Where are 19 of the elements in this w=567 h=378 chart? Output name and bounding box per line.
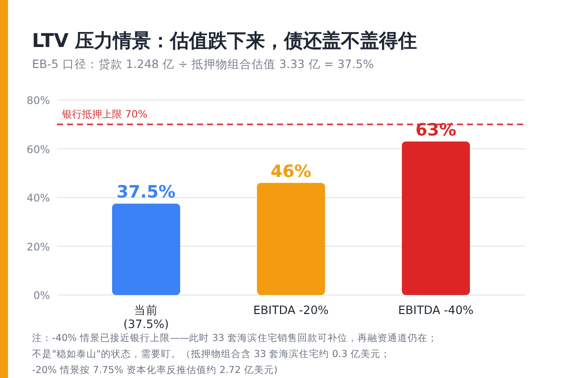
bar	[402, 141, 470, 295]
y-tick-label: 0%	[33, 290, 50, 302]
data-label: 46%	[270, 162, 312, 182]
x-tick-label: EBITDA -40%	[398, 303, 474, 317]
bar	[256, 182, 326, 295]
text: -20% 情景按 7.75% 资本化率反推估值约 2.72 亿美元)	[32, 364, 278, 376]
x-tick-label: 当前 (37.5%)	[123, 303, 169, 331]
y-tick-label: 80%	[26, 95, 50, 107]
chart-subtitle: EB-5 口径：贷款 1.248 亿 ÷ 抵押物组合估值 3.33 亿 = 37.5%	[32, 57, 374, 71]
text: 注：-40% 情景已接近银行上限——此时 33 套海滨住宅销售回款可补位，再融资通道仍在；	[32, 332, 438, 344]
x-tick-label: EBITDA -20%	[253, 303, 329, 317]
data-label: 37.5%	[116, 182, 176, 203]
y-tick-label: 60%	[26, 144, 50, 156]
text: 不是"稳如泰山"的状态，需要盯。（抵押物组合含 33 套海滨住宅约 0.3 亿美元；	[32, 348, 390, 360]
ref-line-label: 银行抵押上限 70%	[61, 108, 148, 120]
bar	[112, 204, 180, 295]
chart-title: LTV 压力情景：估值跌下来，债还盖不盖得住	[32, 30, 418, 52]
y-tick-label: 40%	[26, 192, 50, 204]
y-tick-label: 20%	[26, 241, 50, 254]
